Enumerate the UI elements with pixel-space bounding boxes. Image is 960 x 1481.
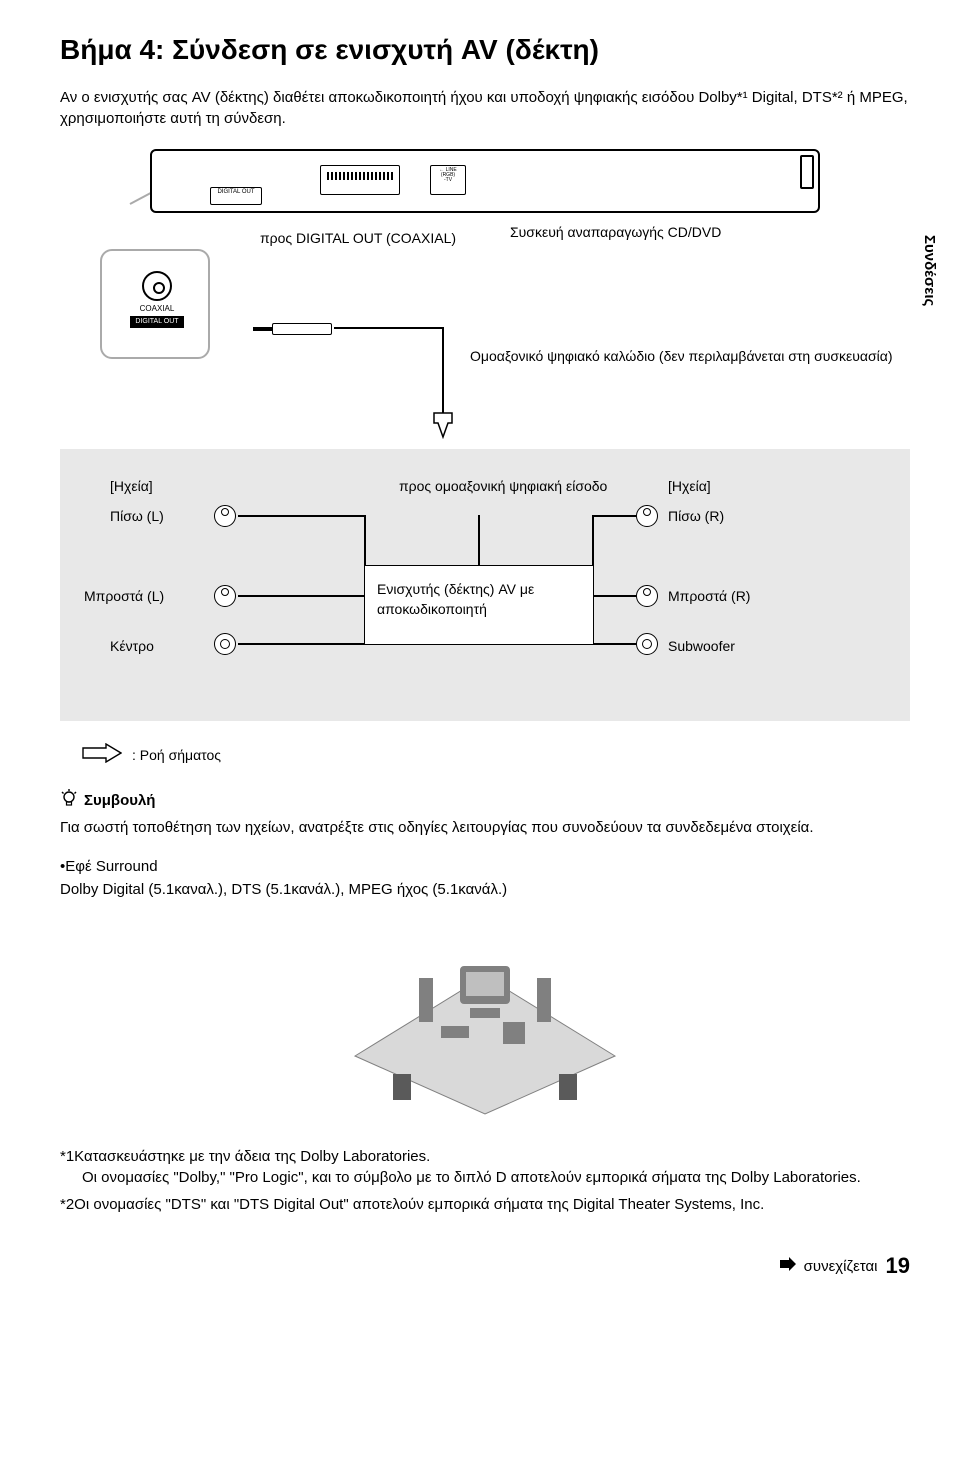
surround-heading: •Εφέ Surround xyxy=(60,856,910,877)
tip-heading: Συμβουλή xyxy=(60,789,910,813)
jack-subwoofer-icon xyxy=(636,633,658,655)
label-rear-l: Πίσω (L) xyxy=(110,507,164,527)
device-port-digitalout: DIGITAL OUT xyxy=(210,187,262,205)
page-number: 19 xyxy=(886,1251,910,1282)
footnote-1a: *1Κατασκευάστηκε με την άδεια της Dolby … xyxy=(60,1146,910,1167)
footnote-2: *2Οι ονομασίες "DTS" και "DTS Digital Ou… xyxy=(60,1194,910,1215)
tip-body: Για σωστή τοποθέτηση των ηχείων, ανατρέξ… xyxy=(60,817,910,838)
label-to-coax-input: προς ομοαξονική ψηφιακή είσοδο xyxy=(399,477,607,497)
jack-center-icon xyxy=(214,633,236,655)
label-front-r: Μπροστά (R) xyxy=(668,587,750,607)
surround-body: Dolby Digital (5.1καναλ.), DTS (5.1κανάλ… xyxy=(60,879,910,900)
arrow-continue-icon xyxy=(780,1256,796,1277)
jack-rear-l-icon xyxy=(214,505,236,527)
label-speakers-right: [Ηχεία] xyxy=(668,477,711,497)
cable-description: Ομοαξονικό ψηφιακό καλώδιο (δεν περιλαμβ… xyxy=(470,347,893,367)
amp-box: Ενισχυτής (δέκτης) AV με αποκωδικοποιητή xyxy=(364,565,594,645)
jack-front-l-icon xyxy=(214,585,236,607)
label-rear-r: Πίσω (R) xyxy=(668,507,724,527)
device-diagram: DIGITAL OUT ← LINE(RGB)-TV προς DIGITAL … xyxy=(60,149,910,309)
lightbulb-icon xyxy=(60,789,78,813)
label-to-digital-out: προς DIGITAL OUT (COAXIAL) xyxy=(260,229,456,249)
page-footer: συνεχίζεται 19 xyxy=(60,1251,910,1282)
label-front-l: Μπροστά (L) xyxy=(84,587,164,607)
signal-flow-legend: : Ροή σήματος xyxy=(82,743,910,769)
label-subwoofer: Subwoofer xyxy=(668,637,735,657)
jack-front-r-icon xyxy=(636,585,658,607)
room-illustration xyxy=(335,916,635,1116)
continued-label: συνεχίζεται xyxy=(804,1256,878,1277)
page-title: Βήμα 4: Σύνδεση σε ενισχυτή AV (δέκτη) xyxy=(60,30,910,69)
arrow-down-icon xyxy=(432,411,454,439)
jack-rear-r-icon xyxy=(636,505,658,527)
amplifier-diagram: προς ομοαξονική ψηφιακή είσοδο [Ηχεία] Π… xyxy=(60,449,910,721)
device-port-multi xyxy=(320,165,400,195)
label-playback-unit: Συσκευή αναπαραγωγής CD/DVD xyxy=(510,223,721,243)
label-speakers-left: [Ηχεία] xyxy=(110,477,153,497)
label-center: Κέντρο xyxy=(110,637,154,657)
side-tab-label: Συνδέσεις xyxy=(919,235,940,306)
arrow-right-icon xyxy=(82,743,122,769)
intro-text: Αν ο ενισχυτής σας AV (δέκτης) διαθέτει … xyxy=(60,87,910,129)
cable-diagram: Ομοαξονικό ψηφιακό καλώδιο (δεν περιλαμβ… xyxy=(60,319,910,439)
footnote-1b: Οι ονομασίες "Dolby," "Pro Logic", και τ… xyxy=(60,1167,910,1188)
device-port-line: ← LINE(RGB)-TV xyxy=(430,165,466,195)
